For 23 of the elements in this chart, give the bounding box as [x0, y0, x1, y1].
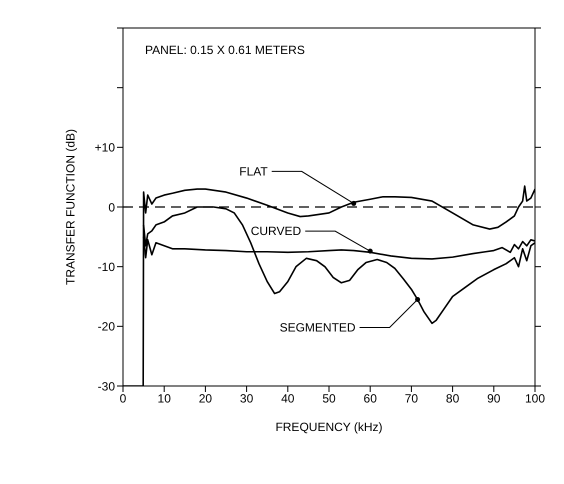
x-tick-label: 10 [158, 392, 172, 406]
x-tick-label: 70 [404, 392, 418, 406]
annotation: CURVED [250, 224, 302, 238]
annotation: FLAT [239, 164, 268, 178]
y-axis-title: TRANSFER FUNCTION (dB) [63, 128, 78, 285]
annotation: SEGMENTED [280, 320, 356, 334]
x-axis-title: FREQUENCY (kHz) [275, 420, 383, 434]
x-tick-label: 50 [322, 392, 336, 406]
y-tick-label: -20 [98, 320, 116, 334]
y-tick-label: 0 [108, 200, 116, 214]
annotation: PANEL: 0.15 X 0.61 METERS [145, 43, 305, 57]
x-tick-label: 60 [364, 392, 378, 406]
x-tick-label: 0 [120, 392, 127, 406]
x-tick-label: 90 [487, 392, 501, 406]
y-tick-label: +10 [94, 140, 116, 155]
x-tick-label: 80 [446, 392, 460, 406]
x-tick-label: 40 [281, 392, 295, 406]
x-tick-label: 30 [240, 392, 254, 406]
y-tick-label: -10 [98, 260, 116, 274]
x-tick-label: 100 [524, 392, 546, 406]
point [368, 248, 373, 254]
y-tick-label: -30 [98, 379, 116, 394]
x-tick-label: 20 [198, 392, 212, 406]
